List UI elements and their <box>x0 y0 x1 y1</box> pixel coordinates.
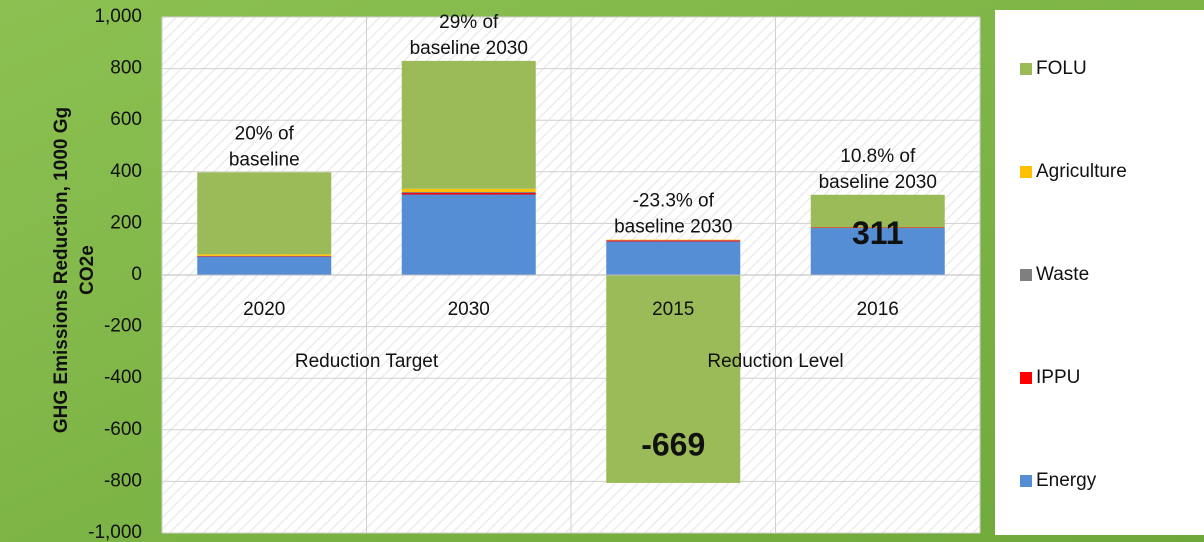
legend-swatch <box>1020 63 1032 75</box>
y-tick-label: 1,000 <box>94 6 142 27</box>
group-label: Reduction Level <box>707 351 843 372</box>
bar-segment <box>810 194 945 228</box>
total-label: 311 <box>852 215 904 251</box>
total-label: -669 <box>641 426 705 462</box>
bar-segment <box>401 194 536 275</box>
y-tick-label: -1,000 <box>88 522 142 542</box>
legend-label: Waste <box>1036 264 1089 285</box>
legend-label: Agriculture <box>1036 161 1127 182</box>
bar-segment <box>606 241 741 275</box>
bar-segment <box>197 254 332 256</box>
bar-annotation: baseline 2030 <box>614 217 732 238</box>
y-tick-label: -400 <box>104 367 142 388</box>
y-axis-label-line: CO2e <box>77 245 98 295</box>
bar-segment <box>401 188 536 192</box>
y-tick-label: -200 <box>104 316 142 337</box>
bar-segment <box>606 239 741 241</box>
legend-label: FOLU <box>1036 58 1087 79</box>
bar-segment <box>401 60 536 189</box>
bar-annotation: baseline 2030 <box>410 38 528 59</box>
x-tick-label: 2016 <box>857 299 899 320</box>
y-axis-label-line: GHG Emissions Reduction, 1000 Gg <box>51 107 72 433</box>
group-label: Reduction Target <box>295 351 439 372</box>
y-tick-label: 800 <box>110 58 142 79</box>
y-tick-label: 600 <box>110 109 142 130</box>
legend-swatch <box>1020 166 1032 178</box>
legend-swatch <box>1020 475 1032 487</box>
y-tick-label: 0 <box>131 264 142 285</box>
y-tick-label: 400 <box>110 161 142 182</box>
y-tick-label: -800 <box>104 470 142 491</box>
legend-swatch <box>1020 372 1032 384</box>
bar-annotation: 20% of <box>235 123 295 144</box>
x-tick-label: 2015 <box>652 299 694 320</box>
y-axis-label: GHG Emissions Reduction, 1000 Gg CO2e <box>51 107 98 433</box>
legend-label: Energy <box>1036 470 1097 491</box>
bar-segment <box>197 256 332 275</box>
bar-segment <box>401 192 536 195</box>
bar-segment <box>606 240 741 242</box>
legend-swatch <box>1020 269 1032 281</box>
bar-annotation: 29% of <box>439 12 499 33</box>
bar-segment <box>197 255 332 257</box>
x-tick-label: 2020 <box>243 299 285 320</box>
y-tick-label: -600 <box>104 419 142 440</box>
bar-segment <box>810 228 945 275</box>
bar-segment <box>197 172 332 255</box>
bar-annotation: -23.3% of <box>633 191 715 212</box>
legend-label: IPPU <box>1036 367 1080 388</box>
bar-annotation: 10.8% of <box>840 146 916 167</box>
x-tick-label: 2030 <box>448 299 490 320</box>
bar-segment <box>810 227 945 229</box>
bar-segment <box>606 275 741 483</box>
bar-annotation: baseline 2030 <box>819 172 937 193</box>
y-tick-label: 200 <box>110 212 142 233</box>
bar-segment <box>401 191 536 193</box>
bar-annotation: baseline <box>229 149 300 170</box>
